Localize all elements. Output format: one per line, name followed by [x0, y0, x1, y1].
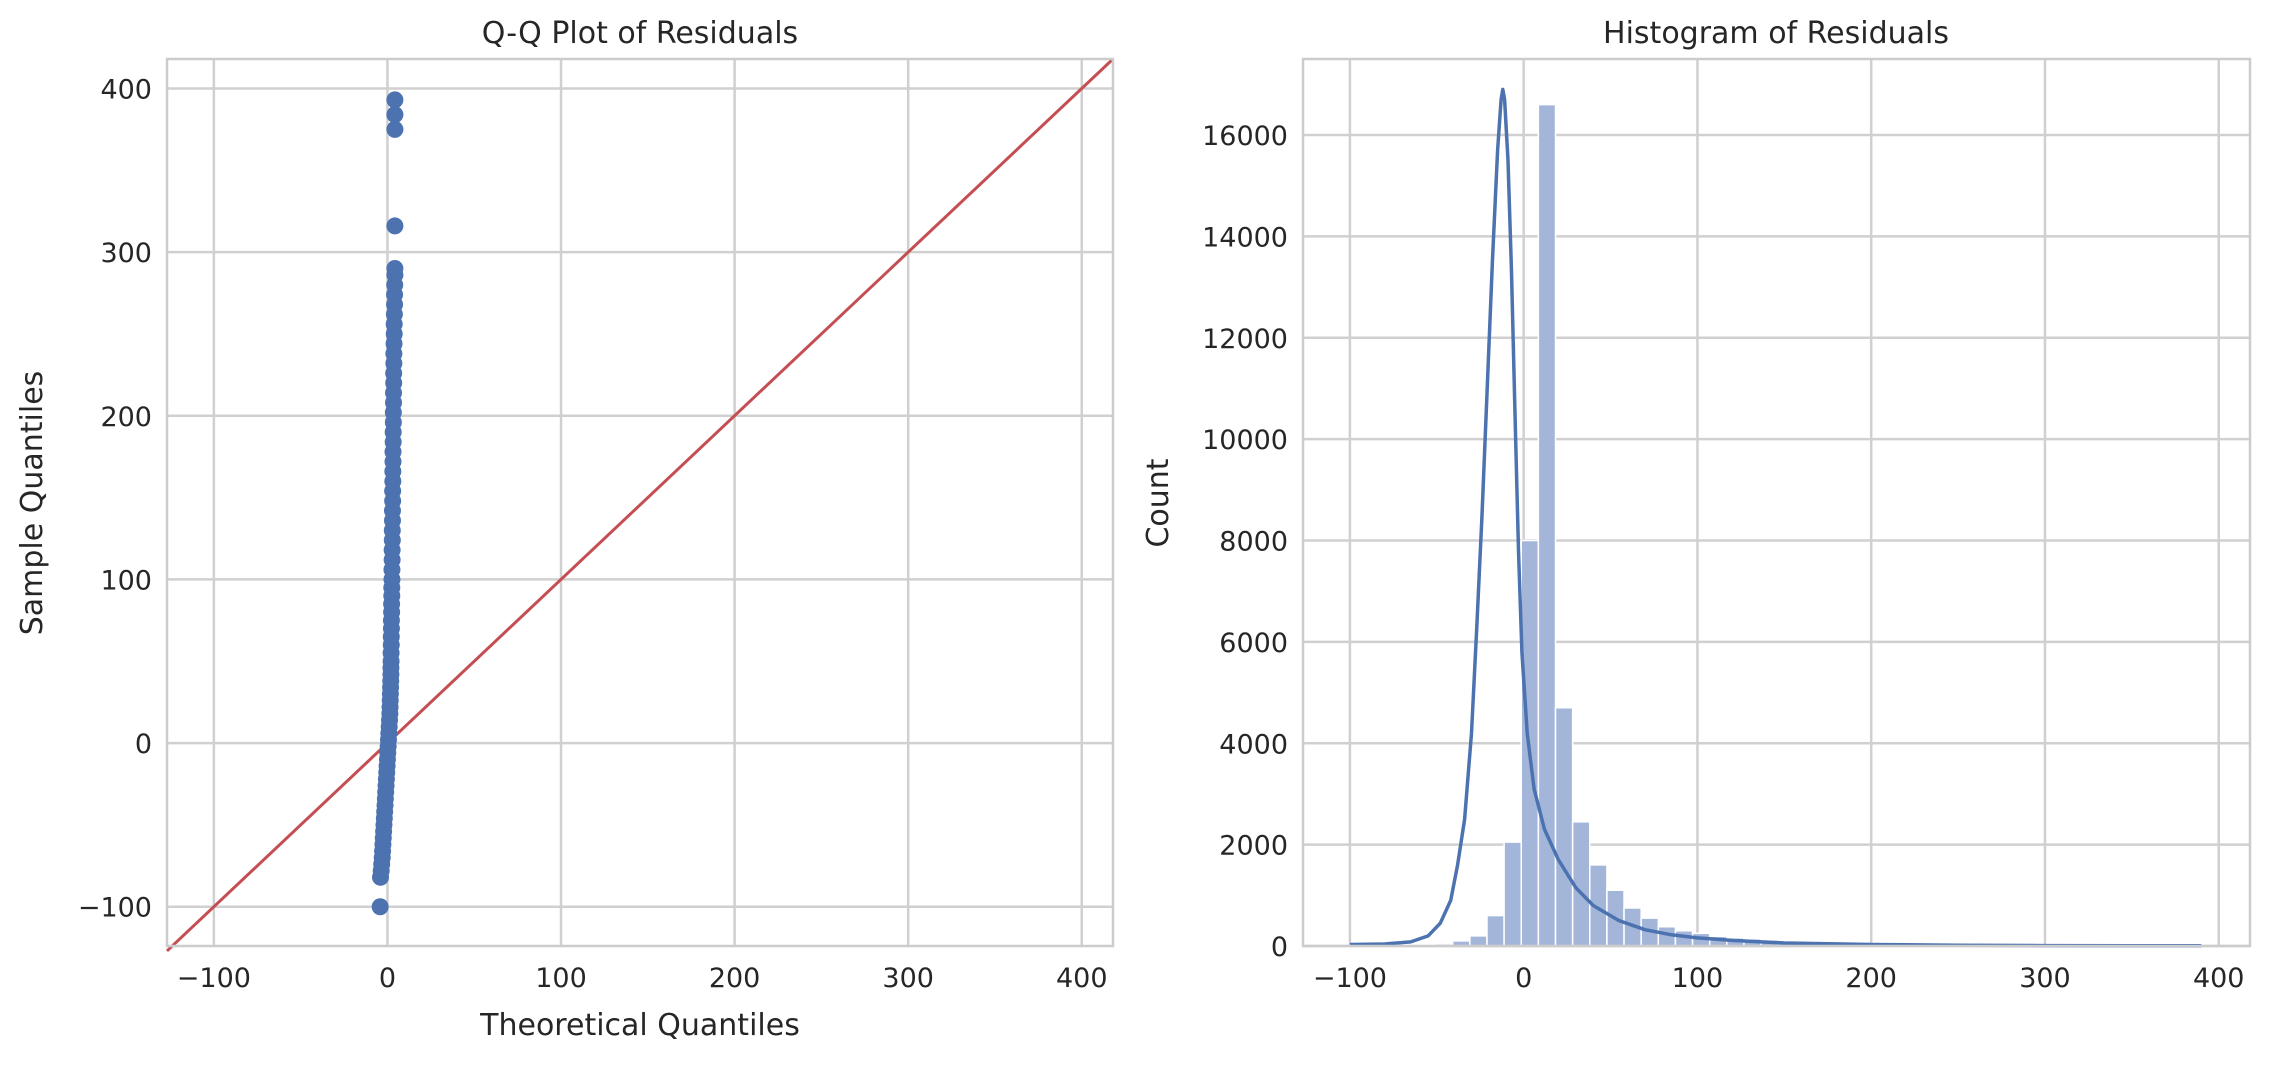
histogram-y-tick-label: 10000: [1202, 425, 1288, 456]
histogram-x-tick-label: 200: [1845, 963, 1897, 994]
histogram-x-tick-label: 0: [1515, 963, 1532, 994]
histogram-bar: [1470, 936, 1487, 946]
histogram-y-tick-label: 12000: [1202, 324, 1288, 355]
histogram-x-tick-label: 400: [2193, 963, 2245, 994]
qq-x-tick-label: 400: [1056, 963, 1108, 994]
qq-x-axis-label: Theoretical Quantiles: [479, 1008, 800, 1043]
qq-point: [372, 898, 389, 915]
histogram-y-tick-label: 0: [1271, 932, 1288, 963]
histogram-kde-group: [1350, 89, 2201, 945]
qq-y-tick-label: 400: [100, 74, 152, 105]
qq-y-tick-labels: −100 0 100 200 300 400: [78, 74, 152, 923]
qq-y-tick-label: −100: [78, 893, 152, 924]
qq-x-tick-label: 0: [379, 963, 396, 994]
qq-x-tick-labels: −100 0 100 200 300 400: [177, 963, 1108, 994]
histogram-y-tick-label: 4000: [1219, 729, 1288, 760]
histogram-axes: −100 0 100 200 300 400 0 2000 4000 6000 8000 10000…: [1141, 16, 2250, 994]
qq-reference-line: [167, 59, 1113, 951]
histogram-x-tick-label: 300: [2019, 963, 2071, 994]
qq-point: [386, 260, 403, 277]
qq-plot-title: Q-Q Plot of Residuals: [482, 16, 798, 51]
qq-reference-line-group: [167, 59, 1113, 951]
qq-y-tick-label: 200: [100, 402, 152, 433]
qq-y-tick-label: 300: [100, 238, 152, 269]
histogram-x-tick-labels: −100 0 100 200 300 400: [1313, 963, 2245, 994]
histogram-y-tick-label: 16000: [1202, 121, 1288, 152]
qq-point: [386, 217, 403, 234]
qq-x-tick-label: 300: [882, 963, 934, 994]
histogram-bar: [1556, 708, 1573, 946]
qq-point: [386, 121, 403, 138]
histogram-title: Histogram of Residuals: [1603, 16, 1949, 51]
histogram-y-tick-label: 8000: [1219, 527, 1288, 558]
histogram-frame: [1303, 59, 2250, 946]
qq-plot-axes: −100 0 100 200 300 400 −100 0 100 200 300 400 Q-Q …: [15, 16, 1113, 1043]
qq-y-axis-label: Sample Quantiles: [15, 371, 50, 636]
qq-point: [386, 91, 403, 108]
qq-point: [386, 106, 403, 123]
histogram-y-tick-label: 6000: [1219, 628, 1288, 659]
histogram-y-tick-label: 2000: [1219, 831, 1288, 862]
histogram-bars: [1350, 105, 2207, 946]
histogram-y-tick-label: 14000: [1202, 222, 1288, 253]
histogram-x-tick-label: −100: [1313, 963, 1387, 994]
histogram-bar: [1504, 842, 1521, 946]
qq-x-tick-label: 100: [535, 963, 587, 994]
qq-x-tick-label: 200: [709, 963, 761, 994]
histogram-y-tick-labels: 0 2000 4000 6000 8000 10000 12000 14000 16000: [1202, 121, 1288, 963]
qq-y-tick-label: 100: [100, 565, 152, 596]
qq-x-tick-label: −100: [177, 963, 251, 994]
qq-y-tick-label: 0: [135, 729, 152, 760]
histogram-kde-line: [1350, 89, 2201, 945]
histogram-bar: [1487, 916, 1504, 946]
histogram-grid: [1303, 59, 2250, 946]
histogram-x-tick-label: 100: [1672, 963, 1724, 994]
histogram-y-axis-label: Count: [1141, 458, 1176, 547]
